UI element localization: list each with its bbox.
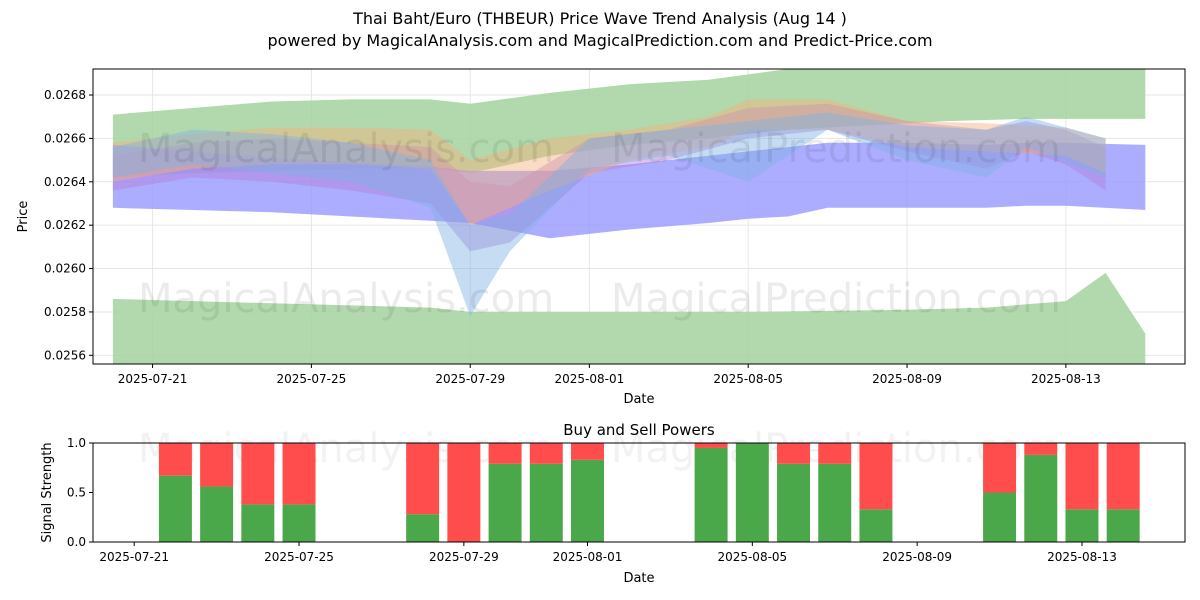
wave-band-green [112, 69, 1146, 178]
sell-bar [859, 443, 893, 510]
buy-bar [200, 486, 234, 542]
sell-bar [200, 443, 234, 487]
watermark-text: MagicalAnalysis.com [138, 126, 554, 172]
y-tick-label: 0.0256 [44, 348, 86, 362]
x-tick-label: 2025-08-05 [713, 372, 783, 386]
y-tick-label: 0.0268 [44, 88, 86, 102]
sell-bar [1065, 443, 1099, 510]
y-tick-label: 1.0 [67, 436, 86, 450]
y-tick-label: 0.0266 [44, 131, 86, 145]
sell-bar [282, 443, 316, 505]
x-tick-label: 2025-07-29 [435, 372, 505, 386]
wave-band-orange [112, 99, 1106, 226]
wave-band-purple [112, 103, 1106, 252]
x-tick-label: 2025-07-29 [429, 550, 499, 564]
wave-band-blue [112, 142, 1146, 239]
buy-bar [735, 443, 769, 542]
y-axis-label: Signal Strength [40, 442, 55, 542]
x-tick-label: 2025-08-09 [882, 550, 952, 564]
x-tick-label: 2025-08-13 [1047, 550, 1117, 564]
buy-bar [241, 504, 275, 542]
sell-bar [571, 443, 604, 460]
y-tick-label: 0.0262 [44, 218, 86, 232]
buy-bar [859, 509, 893, 542]
buy-bar [983, 492, 1017, 542]
y-tick-label: 0.0 [67, 535, 86, 549]
wave-band-green [112, 272, 1146, 364]
sell-bar [488, 443, 522, 464]
x-tick-label: 2025-08-01 [554, 372, 624, 386]
buy-bar [1024, 454, 1058, 542]
buy-bar [158, 475, 192, 542]
watermark-text: MagicalAnalysis.com [138, 276, 554, 322]
buy-bar [694, 447, 728, 542]
buy-bar [1106, 509, 1140, 542]
sell-bar [694, 443, 728, 448]
buy-bar [1065, 509, 1099, 542]
buy-bar [488, 463, 522, 542]
sell-bar [529, 443, 563, 464]
x-tick-label: 2025-08-05 [717, 550, 787, 564]
x-axis-label: Date [623, 392, 654, 407]
sell-bar [1106, 443, 1140, 510]
x-tick-label: 2025-08-09 [872, 372, 942, 386]
sell-bar [241, 443, 275, 505]
y-tick-label: 0.0264 [44, 175, 86, 189]
sell-bar [777, 443, 811, 464]
x-tick-label: 2025-08-01 [553, 550, 623, 564]
x-axis-label: Date [623, 571, 654, 586]
buy-bar [571, 459, 604, 542]
sell-bar [818, 443, 852, 464]
sell-bar [406, 443, 440, 515]
sell-bar [1024, 443, 1058, 455]
watermark-text: MagicalPrediction.com [611, 276, 1061, 322]
y-tick-label: 0.0258 [44, 305, 86, 319]
power-chart-title: Buy and Sell Powers [563, 421, 715, 439]
price-plot-area: MagicalAnalysis.com MagicalPrediction.com… [93, 69, 1185, 364]
sell-bar [983, 443, 1017, 493]
x-tick-label: 2025-07-21 [118, 372, 188, 386]
buy-bar [282, 504, 316, 542]
buy-bar [818, 463, 852, 542]
y-tick-label: 0.5 [67, 486, 86, 500]
chart-subtitle: powered by MagicalAnalysis.com and Magic… [267, 31, 933, 50]
watermark-text: MagicalPrediction.com [611, 126, 1061, 172]
y-tick-label: 0.0260 [44, 262, 86, 276]
buy-bar [777, 463, 811, 542]
wave-band-lightblue [112, 112, 1106, 317]
chart-title: Thai Baht/Euro (THBEUR) Price Wave Trend… [353, 9, 847, 28]
y-axis-label: Price [16, 201, 31, 233]
buy-bar [406, 514, 440, 542]
sell-bar [158, 443, 192, 476]
sell-bar [447, 443, 481, 542]
x-tick-label: 2025-07-25 [277, 372, 347, 386]
price-plot-frame [92, 68, 1186, 365]
buy-bar [529, 463, 563, 542]
x-tick-label: 2025-08-13 [1031, 372, 1101, 386]
x-tick-label: 2025-07-21 [99, 550, 169, 564]
x-tick-label: 2025-07-25 [264, 550, 334, 564]
